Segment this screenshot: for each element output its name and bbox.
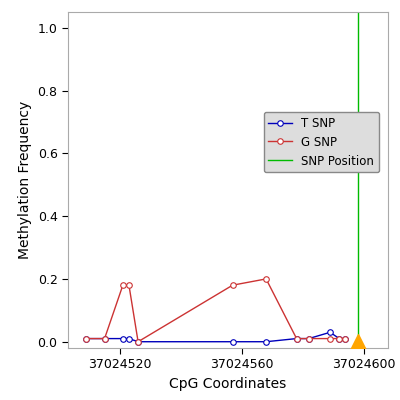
- X-axis label: CpG Coordinates: CpG Coordinates: [169, 377, 287, 391]
- Y-axis label: Methylation Frequency: Methylation Frequency: [18, 101, 32, 259]
- Legend: T SNP, G SNP, SNP Position: T SNP, G SNP, SNP Position: [264, 112, 379, 172]
